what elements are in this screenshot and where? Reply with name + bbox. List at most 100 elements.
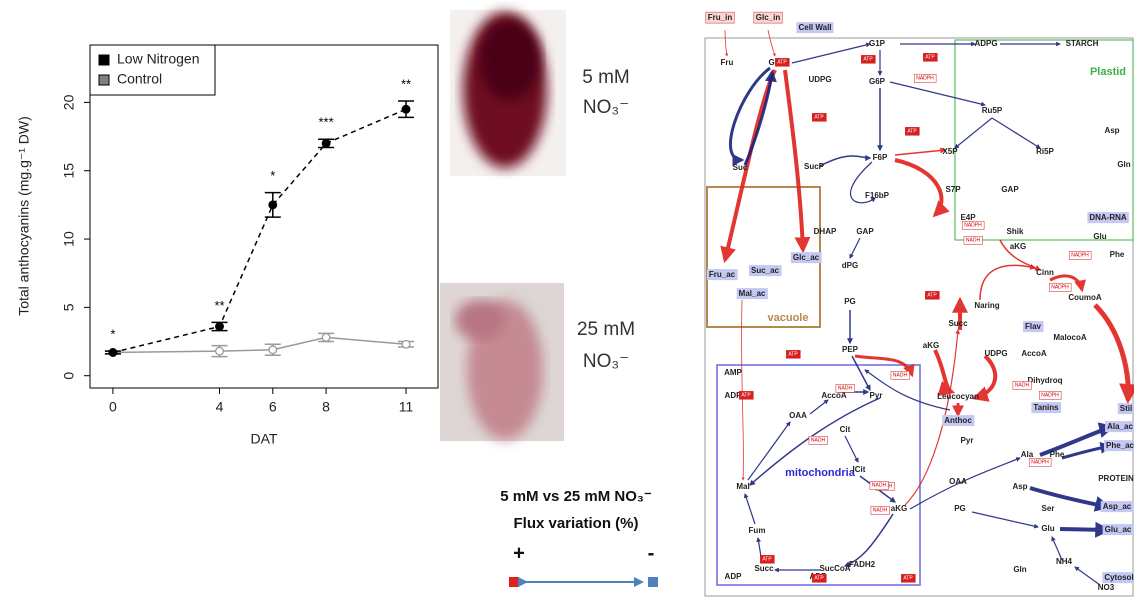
- data-point: [269, 201, 277, 209]
- plus-label: +: [513, 542, 525, 564]
- legend-label: Control: [117, 71, 162, 87]
- pigment: [480, 20, 540, 100]
- metabolite-label: aKG: [1010, 242, 1026, 251]
- metabolite-label: Asp: [1104, 126, 1119, 135]
- metabolite-label: Glu: [1093, 232, 1106, 241]
- flux-arrow: [935, 350, 952, 392]
- metabolite-label: NO3: [1098, 583, 1115, 592]
- metabolite-label: GAP: [1001, 185, 1019, 194]
- metabolite-label: Fru_in: [708, 13, 733, 22]
- metabolite-label: Shik: [1007, 227, 1024, 236]
- metabolite-label: Fru: [721, 58, 734, 67]
- cofactor-label: NADH: [838, 385, 853, 391]
- x-tick-label: 4: [216, 399, 224, 415]
- cofactor-label: ATP: [788, 351, 798, 357]
- metabolite-label: Tanins: [1033, 403, 1059, 412]
- metabolite-label: PG: [954, 504, 966, 513]
- flux-arrow: [850, 238, 860, 258]
- metabolite-label: ICit: [853, 465, 866, 474]
- metabolite-label: NH4: [1056, 557, 1073, 566]
- x-tick-label: 11: [399, 399, 414, 415]
- metabolite-label: GAP: [856, 227, 874, 236]
- flux-arrow: [820, 156, 870, 166]
- metabolite-label: Succ: [948, 319, 968, 328]
- flux-arrow: [725, 30, 727, 56]
- cofactor-label: ATP: [925, 54, 935, 60]
- metabolite-label: Asp_ac: [1103, 502, 1132, 511]
- significance-label: **: [401, 76, 411, 91]
- metabolite-label: E4P: [960, 213, 976, 222]
- metabolite-label: Cit: [840, 425, 851, 434]
- flux-arrow: [972, 512, 1038, 527]
- metabolite-label: UDPG: [984, 349, 1007, 358]
- metabolite-label: G1P: [869, 39, 886, 48]
- metabolite-label: aKG: [891, 504, 907, 513]
- metabolite-label: Glu: [1041, 524, 1054, 533]
- photo-5mm: 5 mM NO₃⁻: [450, 10, 630, 176]
- metabolite-label: Cell Wall: [798, 23, 831, 32]
- cofactor-label: NADH: [873, 507, 888, 513]
- cofactor-label: NADH: [1015, 382, 1030, 388]
- flux-arrow: [748, 422, 790, 480]
- photo-25mm: 25 mM NO₃⁻: [440, 283, 635, 441]
- line-chart: Total anthocyanins (mg.g⁻¹ DW) DAT 05101…: [16, 45, 438, 447]
- metabolite-label: DNA-RNA: [1089, 213, 1127, 222]
- metabolite-label: Phe: [1110, 250, 1125, 259]
- cofactor-label: NADPH: [916, 75, 934, 81]
- metabolite-label: UDPG: [808, 75, 831, 84]
- cofactor-label: NADPH: [1051, 284, 1069, 290]
- cofactor-label: NADH: [893, 372, 908, 378]
- metabolite-label: AMP: [724, 368, 742, 377]
- metabolite-label: STARCH: [1066, 39, 1099, 48]
- metabolite-label: Pyr: [870, 391, 883, 400]
- y-tick-label: 10: [61, 231, 77, 247]
- metabolite-label: vacuole: [768, 312, 809, 324]
- metabolite-label: Flav: [1025, 322, 1042, 331]
- x-tick-label: 8: [322, 399, 330, 415]
- cofactor-label: ATP: [762, 556, 772, 562]
- metabolite-label: mitochondria: [785, 467, 856, 479]
- metabolite-label: SucP: [804, 162, 825, 171]
- flux-legend-title: 5 mM vs 25 mM NO₃⁻: [500, 488, 652, 505]
- significance-label: **: [214, 298, 224, 313]
- x-axis-label: DAT: [251, 431, 278, 447]
- metabolite-label: Succ: [754, 564, 774, 573]
- significance-label: *: [110, 327, 115, 342]
- metabolite-label: Suc_ac: [751, 266, 780, 275]
- photo-label: 25 mM: [577, 319, 635, 340]
- metabolite-label: Dihydroq: [1027, 376, 1062, 385]
- metabolite-label: Ala_ac: [1107, 422, 1133, 431]
- data-point: [216, 347, 224, 355]
- data-point: [402, 340, 410, 348]
- cofactor-label: ATP: [863, 56, 873, 62]
- metabolite-label: Ri5P: [1036, 147, 1054, 156]
- y-tick-label: 20: [61, 94, 77, 110]
- photo-label: NO₃⁻: [583, 97, 629, 118]
- data-point: [109, 349, 117, 357]
- data-point: [402, 105, 410, 113]
- flux-arrow: [1060, 529, 1108, 530]
- metabolite-label: aKG: [923, 341, 939, 350]
- metabolite-label: ADP: [725, 572, 743, 581]
- figure: Total anthocyanins (mg.g⁻¹ DW) DAT 05101…: [0, 0, 1134, 597]
- metabolite-label: S7P: [945, 185, 961, 194]
- photo-label: NO₃⁻: [583, 351, 629, 372]
- metabolite-label: CoumoA: [1068, 293, 1102, 302]
- legend-label: Low Nitrogen: [117, 51, 200, 67]
- metabolite-label: MalocoA: [1053, 333, 1087, 342]
- data-point: [322, 334, 330, 342]
- flux-arrow: [1062, 446, 1110, 458]
- metabolite-label: OAA: [789, 411, 807, 420]
- flux-legend: 5 mM vs 25 mM NO₃⁻ Flux variation (%) + …: [500, 488, 658, 587]
- flux-arrow: [890, 82, 985, 105]
- y-axis-label: Total anthocyanins (mg.g⁻¹ DW): [16, 116, 32, 316]
- flux-arrow: [980, 265, 1035, 300]
- flux-arrow: [895, 150, 945, 155]
- metabolite-label: X5P: [942, 147, 958, 156]
- metabolite-label: Suc: [733, 163, 748, 172]
- metabolite-label: Mal_ac: [739, 289, 766, 298]
- legend-swatch: [99, 55, 109, 65]
- cofactor-label: NADH: [811, 437, 826, 443]
- metabolite-label: ADPG: [974, 39, 997, 48]
- metabolite-label: Fru_ac: [709, 270, 736, 279]
